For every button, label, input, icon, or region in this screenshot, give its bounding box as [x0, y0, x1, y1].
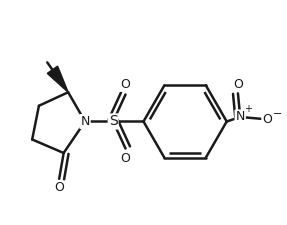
Text: S: S	[109, 115, 117, 128]
Polygon shape	[47, 66, 68, 92]
Text: O: O	[121, 78, 131, 91]
Text: N: N	[80, 115, 90, 128]
Text: O: O	[262, 113, 272, 126]
Text: O: O	[233, 78, 243, 91]
Text: −: −	[273, 109, 282, 119]
Text: +: +	[244, 104, 252, 114]
Text: N: N	[236, 110, 245, 124]
Text: O: O	[121, 152, 131, 165]
Text: O: O	[54, 181, 64, 194]
